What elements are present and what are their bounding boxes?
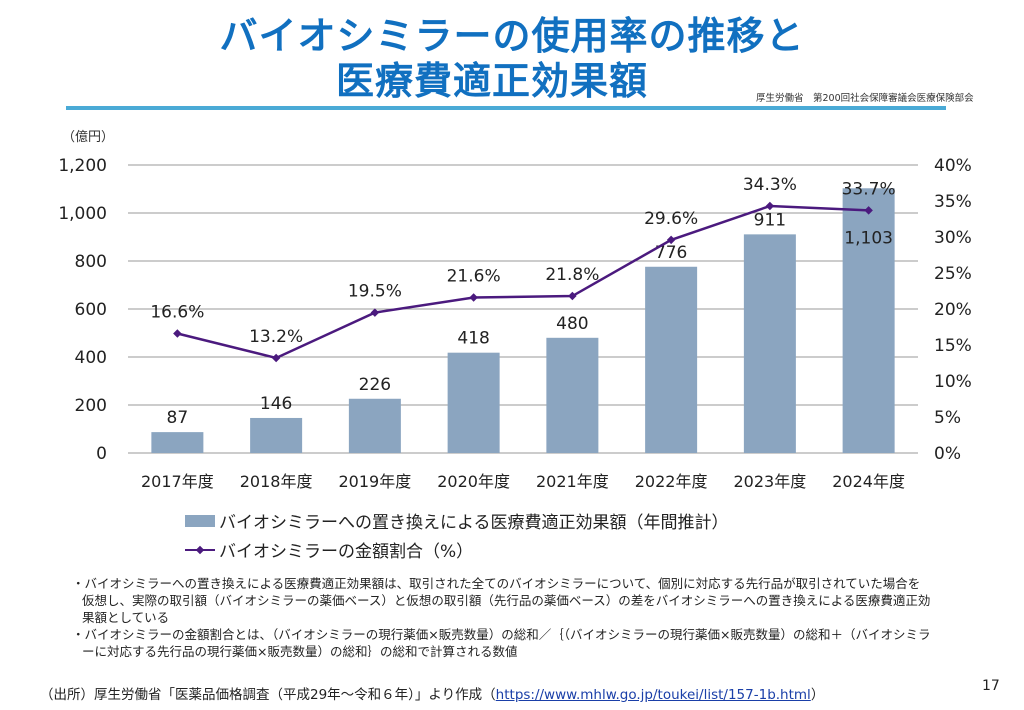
- source-footer: （出所）厚生労働省「医薬品価格調査（平成29年～令和６年）」より作成（https…: [40, 683, 824, 703]
- y-left-tick-label: 0: [96, 444, 107, 464]
- line-data-label: 29.6%: [644, 209, 698, 229]
- bar-data-label: 87: [167, 408, 189, 428]
- bar-data-label: 226: [359, 375, 391, 395]
- y-left-tick-label: 1,200: [58, 156, 107, 176]
- line-marker: [173, 329, 182, 338]
- line-data-label: 21.8%: [545, 265, 599, 285]
- bar: [250, 417, 303, 453]
- line-path: [177, 204, 869, 360]
- legend-item-bar: バイオシミラーへの置き換えによる医療費適正効果額（年間推計）: [185, 508, 729, 533]
- bar: [645, 266, 698, 453]
- line-marker: [469, 293, 478, 302]
- bar-labels: 87 146 226 418 480 776 911 1,103: [167, 210, 893, 428]
- line-data-label: 21.6%: [447, 266, 501, 286]
- y-right-tick-label: 30%: [934, 228, 972, 248]
- y-right-tick-label: 20%: [934, 300, 972, 320]
- line-labels: 16.6% 13.2% 19.5% 21.6% 21.8% 29.6% 34.3% 33.7%: [150, 175, 895, 347]
- line-data-label: 19.5%: [348, 282, 402, 302]
- bar-data-label: 480: [556, 314, 588, 334]
- page-number: 17: [982, 678, 1000, 694]
- combo-chart: （億円） 0 200 400 600 800 1,000 1,200 0% 5% 10% 15% 2…: [58, 129, 972, 491]
- source-link[interactable]: https://www.mhlw.go.jp/toukei/list/157-1…: [495, 687, 811, 703]
- bar-data-label: 418: [457, 329, 489, 349]
- y-right-tick-label: 10%: [934, 372, 972, 392]
- bar: [348, 398, 401, 453]
- legend-bar-swatch-icon: [185, 514, 215, 527]
- line-data-label: 16.6%: [150, 302, 204, 322]
- x-tick-label: 2018年度: [240, 472, 313, 491]
- x-tick-label: 2020年度: [437, 472, 510, 491]
- line-data-label: 13.2%: [249, 327, 303, 347]
- slide-title-line2: 医療費適正効果額: [335, 59, 648, 103]
- bar: [546, 337, 599, 453]
- y-right-tick-label: 5%: [934, 408, 961, 428]
- x-tick-label: 2022年度: [635, 472, 708, 491]
- line-marker: [370, 308, 380, 317]
- y-right-tick-label: 40%: [934, 156, 972, 176]
- source-suffix: ）: [810, 687, 825, 703]
- x-tick-label: 2023年度: [734, 472, 807, 491]
- y-right-tick-label: 15%: [934, 336, 972, 356]
- x-tick-label: 2019年度: [339, 472, 412, 491]
- slide-title-line1: バイオシミラーの使用率の推移と: [219, 14, 805, 58]
- bar: [743, 234, 796, 453]
- y-right-ticks: 0% 5% 10% 15% 20% 25% 30% 35% 40%: [934, 156, 972, 464]
- line-data-label: 34.3%: [743, 175, 797, 195]
- x-tick-label: 2024年度: [832, 472, 905, 491]
- bar-data-label: 1,103: [844, 228, 893, 248]
- y-left-tick-label: 1,000: [58, 204, 107, 224]
- title-rule: [66, 106, 946, 110]
- footnotes: ・バイオシミラーへの置き換えによる医療費適正効果額は、取引された全てのバイオシミ…: [72, 575, 932, 660]
- y-right-tick-label: 0%: [934, 444, 961, 464]
- y-left-ticks: 0 200 400 600 800 1,000 1,200: [58, 156, 107, 464]
- legend-item-line: バイオシミラーの金額割合（%）: [185, 537, 473, 562]
- x-tick-label: 2017年度: [141, 472, 214, 491]
- line-marker: [271, 353, 281, 363]
- x-ticks: 2017年度 2018年度 2019年度 2020年度 2021年度 2022年度 2023…: [141, 472, 905, 491]
- line-data-label: 33.7%: [842, 179, 896, 199]
- y-left-tick-label: 600: [75, 300, 107, 320]
- y-left-tick-label: 400: [75, 348, 107, 368]
- source-header: 厚生労働省 第200回社会保障審議会医療保険部会: [756, 93, 974, 104]
- legend-bar-label: バイオシミラーへの置き換えによる医療費適正効果額（年間推計）: [219, 513, 729, 533]
- footnote: ・バイオシミラーの金額割合とは、（バイオシミラーの現行薬価×販売数量）の総和／｛…: [72, 627, 931, 659]
- bar: [842, 188, 895, 453]
- bar: [151, 432, 204, 453]
- y-left-tick-label: 200: [75, 396, 107, 416]
- y-left-tick-label: 800: [75, 252, 107, 272]
- bar-data-label: 911: [754, 210, 786, 230]
- footnote: ・バイオシミラーへの置き換えによる医療費適正効果額は、取引された全てのバイオシミ…: [72, 576, 931, 625]
- y-right-tick-label: 35%: [934, 192, 972, 212]
- y-right-tick-label: 25%: [934, 264, 972, 284]
- line-marker: [765, 201, 775, 211]
- bars: [151, 188, 895, 453]
- legend-line-label: バイオシミラーの金額割合（%）: [219, 542, 474, 562]
- bar-data-label: 146: [260, 394, 292, 414]
- legend-line-swatch-icon: [185, 544, 215, 556]
- bar-data-label: 776: [655, 243, 687, 263]
- x-tick-label: 2021年度: [536, 472, 609, 491]
- line-marker: [568, 291, 577, 301]
- bar: [447, 352, 500, 453]
- y-left-unit-label: （億円）: [62, 129, 114, 145]
- source-prefix: （出所）厚生労働省「医薬品価格調査（平成29年～令和６年）」より作成（: [40, 687, 496, 703]
